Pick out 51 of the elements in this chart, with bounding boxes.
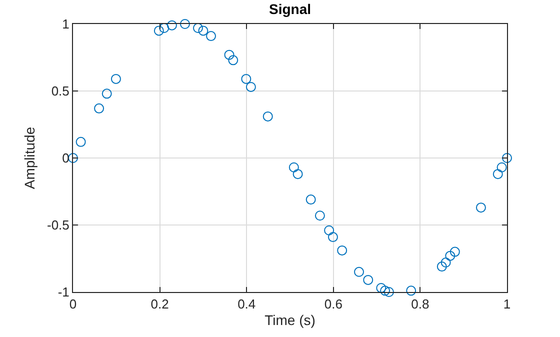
point	[445, 250, 456, 261]
point	[76, 136, 86, 147]
y-tick-label: -0.5	[46, 218, 70, 233]
point	[224, 50, 234, 60]
x-tick-label: 1	[503, 296, 511, 312]
point	[406, 286, 416, 296]
point	[328, 232, 338, 242]
x-tick-label: 0.8	[411, 296, 430, 312]
y-tick-label: -1	[58, 284, 70, 300]
point	[384, 287, 394, 297]
point	[292, 169, 303, 180]
point	[154, 26, 164, 36]
point	[314, 210, 325, 221]
point	[198, 26, 208, 36]
point	[192, 23, 203, 34]
point	[102, 88, 112, 99]
x-tick-label: 0.4	[238, 296, 256, 312]
y-tick-label: 1	[62, 16, 70, 32]
point	[159, 23, 170, 34]
point	[68, 153, 78, 163]
point	[376, 282, 386, 293]
point	[450, 246, 460, 257]
point	[246, 82, 256, 92]
x-tick-label: 0.2	[150, 296, 169, 312]
point	[324, 225, 334, 236]
point	[288, 162, 299, 172]
point	[492, 169, 503, 180]
point	[241, 74, 252, 84]
x-axis-title: Time (s)	[264, 312, 316, 328]
point	[262, 111, 273, 122]
point	[476, 202, 486, 213]
point	[306, 194, 316, 205]
y-axis-title: Amplitude	[22, 126, 38, 190]
point	[228, 55, 238, 66]
point	[436, 262, 447, 272]
point	[166, 20, 177, 30]
point	[94, 103, 104, 114]
y-tick-label: 0	[62, 150, 70, 166]
point	[180, 19, 190, 29]
point	[337, 245, 348, 256]
point	[502, 153, 512, 163]
y-tick-label: 0.5	[51, 84, 70, 99]
point	[363, 274, 374, 285]
x-tick-label: 0.6	[324, 296, 342, 312]
point	[354, 266, 364, 277]
point	[440, 258, 451, 268]
point	[380, 286, 390, 296]
point	[110, 74, 121, 84]
point	[496, 162, 507, 172]
chart-title: Signal	[268, 0, 312, 17]
point	[206, 31, 216, 42]
